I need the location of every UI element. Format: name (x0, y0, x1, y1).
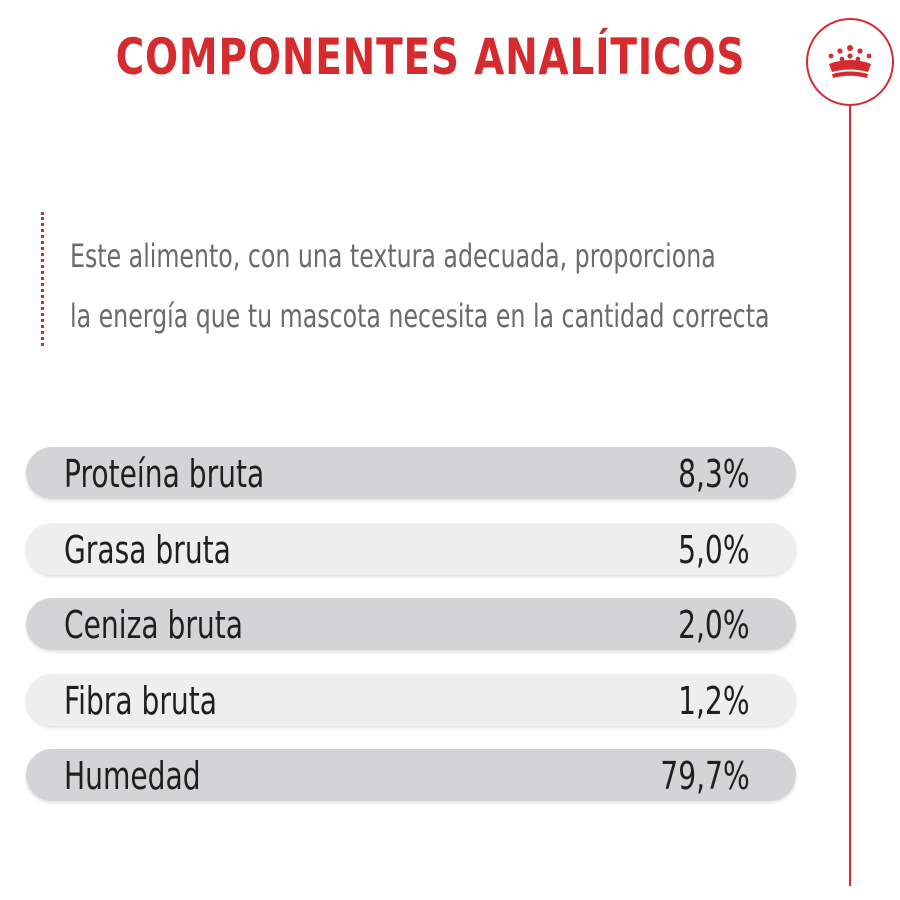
component-label: Ceniza bruta (64, 603, 243, 647)
intro-line-1: Este alimento, con una textura adecuada,… (70, 237, 716, 275)
component-label: Humedad (64, 754, 201, 798)
component-value: 79,7% (660, 754, 750, 798)
component-value: 1,2% (678, 678, 750, 723)
component-value: 5,0% (678, 527, 750, 572)
component-label: Proteína bruta (64, 452, 265, 496)
component-row-protein: Proteína bruta 8,3% (26, 447, 796, 499)
component-row-moisture: Humedad 79,7% (26, 749, 796, 801)
page-title: COMPONENTES ANALÍTICOS (115, 28, 746, 86)
component-row-fat: Grasa bruta 5,0% (26, 522, 796, 575)
components-list: Proteína bruta 8,3% Grasa bruta 5,0% Cen… (26, 447, 796, 825)
component-value: 2,0% (678, 603, 750, 647)
intro-line-2: la energía que tu mascota necesita en la… (70, 297, 770, 335)
brand-badge (806, 18, 894, 106)
component-label: Fibra bruta (64, 678, 218, 723)
component-row-fibre: Fibra bruta 1,2% (26, 673, 796, 726)
component-value: 8,3% (678, 452, 750, 496)
component-label: Grasa bruta (64, 527, 231, 572)
dotted-divider (41, 212, 44, 346)
component-row-ash: Ceniza bruta 2,0% (26, 598, 796, 650)
crown-icon (828, 45, 872, 78)
brand-vertical-line (849, 106, 851, 886)
intro-text: Este alimento, con una textura adecuada,… (70, 226, 769, 346)
